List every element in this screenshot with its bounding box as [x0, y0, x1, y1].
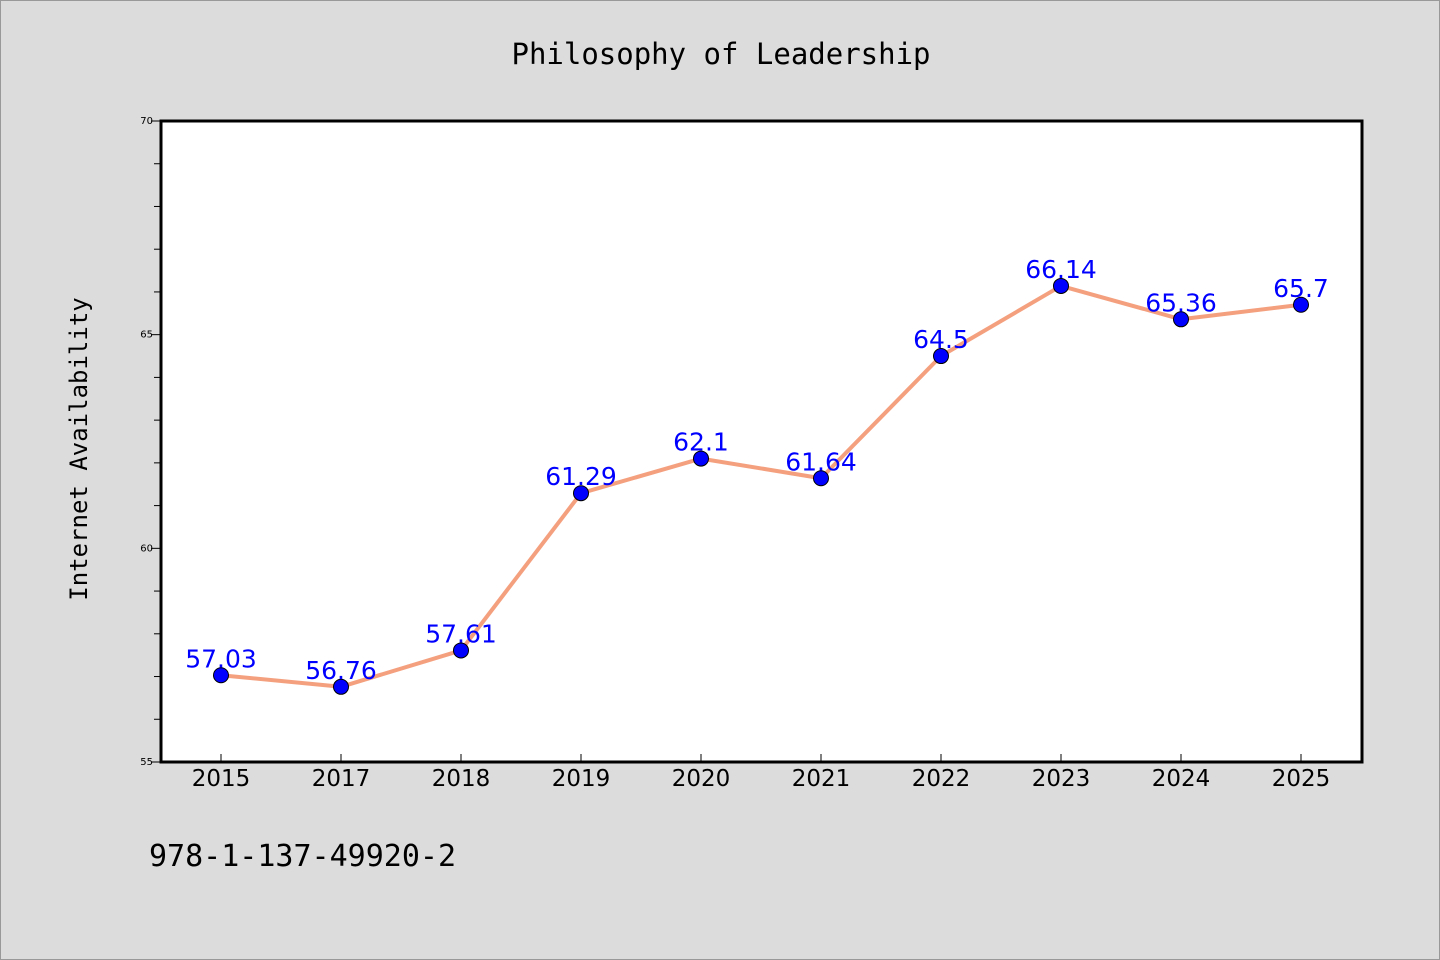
x-tick-label: 2021 — [792, 766, 851, 792]
x-tick-label: 2019 — [552, 766, 611, 792]
y-tick-label: 55 — [140, 757, 153, 768]
data-point — [573, 485, 589, 502]
chart-title: Philosophy of Leadership — [511, 37, 930, 71]
x-tick-label: 2017 — [312, 766, 371, 792]
x-tick-label: 2020 — [672, 766, 731, 792]
x-tick-label: 2023 — [1032, 766, 1091, 792]
data-label: 65.36 — [1145, 288, 1217, 317]
series-layer: 57.03 56.76 57.61 61.29 62.1 61.64 64.5 66.14 65… — [185, 255, 1329, 695]
data-point — [933, 348, 949, 365]
data-point — [1053, 277, 1069, 294]
x-tick-label: 2022 — [912, 766, 971, 792]
data-point — [333, 678, 349, 695]
data-label: 65.7 — [1273, 274, 1329, 303]
y-tick-label: 60 — [140, 543, 153, 554]
data-point — [1293, 296, 1309, 313]
series-line — [219, 283, 1303, 689]
data-label: 57.03 — [185, 644, 257, 673]
x-axis-ticks: 2015 2017 2018 2019 2020 2021 2022 2023 2024 2025 — [192, 754, 1331, 792]
data-point — [693, 450, 709, 467]
data-point — [1173, 311, 1189, 328]
data-point — [453, 642, 469, 659]
data-label: 66.14 — [1025, 255, 1097, 284]
x-tick-label: 2015 — [192, 766, 251, 792]
data-label: 61.29 — [545, 462, 617, 491]
x-tick-label: 2025 — [1272, 766, 1331, 792]
footer-isbn: 978-1-137-49920-2 — [149, 839, 456, 874]
y-tick-label: 70 — [140, 116, 153, 127]
data-label: 64.5 — [913, 325, 969, 354]
data-label: 61.64 — [785, 447, 857, 476]
y-tick-label: 65 — [140, 330, 153, 341]
data-point — [813, 470, 829, 487]
data-label: 57.61 — [425, 619, 497, 648]
y-axis-label: Internet Availability — [65, 297, 93, 600]
data-label: 56.76 — [305, 656, 377, 685]
data-point — [213, 667, 229, 684]
data-label: 62.1 — [673, 428, 729, 457]
plot-area — [159, 119, 1364, 764]
x-tick-label: 2024 — [1152, 766, 1211, 792]
x-tick-label: 2018 — [432, 766, 491, 792]
y-axis-ticks: 55 60 65 70 — [140, 116, 161, 768]
